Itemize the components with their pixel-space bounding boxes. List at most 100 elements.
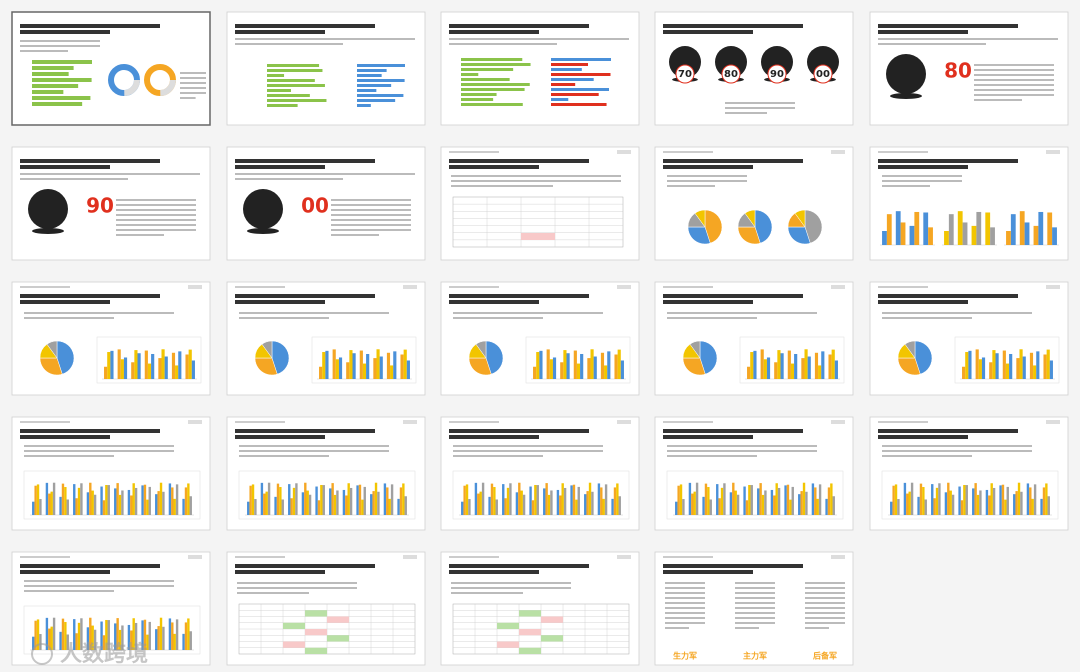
slide-thumbnail[interactable] [11, 11, 211, 126]
bar [549, 359, 553, 379]
slide-thumbnail[interactable] [869, 281, 1069, 396]
slide-logo [188, 285, 202, 289]
slide-logo [403, 285, 417, 289]
text-line [116, 209, 196, 211]
bar [137, 353, 141, 379]
bar [900, 222, 906, 245]
text-line [116, 204, 196, 206]
slide-thumbnail[interactable] [11, 281, 211, 396]
bar [357, 104, 371, 107]
bar [1013, 494, 1016, 515]
slide-thumbnail[interactable]: 00 [226, 146, 426, 261]
text-line [882, 180, 962, 182]
bar [171, 352, 176, 379]
slide-header [449, 421, 499, 423]
pie-slice [804, 209, 823, 244]
slide-thumbnail[interactable] [11, 416, 211, 531]
bar [563, 350, 567, 379]
tree-roots [32, 228, 64, 234]
bar [750, 352, 754, 379]
slide-thumbnail[interactable]: 80 [869, 11, 1069, 126]
slide-thumbnail[interactable] [869, 416, 1069, 531]
slide-thumbnail[interactable] [440, 551, 640, 666]
slide-thumbnail[interactable]: 90 [11, 146, 211, 261]
slide-thumbnail[interactable] [226, 551, 426, 666]
bar [989, 362, 993, 379]
text-line [331, 234, 379, 236]
bar [104, 366, 108, 379]
bar [175, 365, 179, 379]
bar [931, 484, 934, 515]
table-highlight [327, 635, 349, 642]
bar [130, 630, 133, 650]
slide-thumbnail[interactable] [654, 416, 854, 531]
slide-thumbnail[interactable] [440, 416, 640, 531]
slide-thumbnail[interactable] [440, 146, 640, 261]
bar [390, 484, 394, 515]
text-line [882, 317, 972, 319]
bar [254, 499, 257, 515]
bar [825, 498, 828, 515]
bar [461, 93, 497, 96]
pie-slice [485, 340, 504, 375]
bar [251, 484, 255, 515]
bar [161, 349, 165, 379]
slide-thumbnail[interactable] [654, 281, 854, 396]
text-line [735, 622, 775, 624]
age-badge [813, 64, 833, 84]
bar [831, 349, 835, 379]
slide-thumbnail[interactable] [869, 146, 1069, 261]
text-line [451, 180, 621, 182]
slide-thumbnail[interactable]: 生力军 主力军 后备军 [654, 551, 854, 666]
bar [556, 489, 560, 515]
text-line [449, 43, 557, 45]
slide-title [663, 30, 753, 34]
bar [189, 631, 192, 650]
bar [1005, 363, 1010, 379]
bar [560, 362, 564, 379]
text-line [24, 585, 174, 587]
slide-header [20, 286, 70, 288]
bar [1047, 212, 1053, 245]
table-highlight [519, 610, 541, 617]
bar [493, 487, 496, 515]
bar [787, 350, 791, 379]
bar [573, 350, 577, 379]
slide-logo [1046, 420, 1060, 424]
pie-slice [687, 226, 711, 245]
bar [985, 212, 991, 245]
slide-header [449, 286, 499, 288]
slide-thumbnail[interactable] [226, 11, 426, 126]
slide-thumbnail[interactable] [440, 281, 640, 396]
bar [976, 211, 982, 245]
text-line [974, 94, 1054, 96]
bar [39, 499, 42, 515]
slide-logo [1046, 285, 1060, 289]
bar [121, 490, 124, 515]
slide-title [663, 570, 753, 574]
bar [1036, 351, 1040, 379]
bar [406, 360, 410, 379]
slide-thumbnail[interactable] [654, 146, 854, 261]
slide-thumbnail[interactable] [226, 281, 426, 396]
text-line [667, 317, 757, 319]
bar [536, 352, 540, 379]
text-line [331, 214, 411, 216]
bar [1017, 482, 1021, 515]
bar [461, 68, 514, 71]
text-line [882, 175, 962, 177]
bar [992, 487, 996, 515]
text-line [237, 582, 357, 584]
slide-thumbnail[interactable] [226, 416, 426, 531]
bar [798, 494, 801, 515]
bar [66, 499, 69, 515]
slide-thumbnail[interactable]: 70 80 90 00 [654, 11, 854, 126]
bar [550, 490, 553, 515]
slide-thumbnail[interactable] [11, 551, 211, 666]
bar [117, 349, 121, 379]
text-line [665, 582, 705, 584]
slide-thumbnail[interactable] [440, 11, 640, 126]
bar [148, 621, 151, 650]
pie-slice [704, 209, 723, 244]
group-label: 后备军 [813, 651, 837, 661]
